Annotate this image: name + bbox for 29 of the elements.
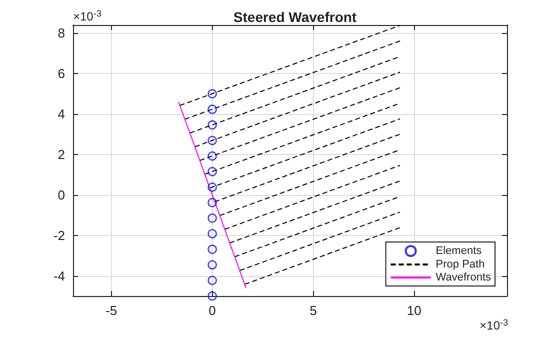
y-tick-label: 0 <box>58 187 65 202</box>
point <box>208 89 217 98</box>
y-tick-label: -2 <box>53 228 65 243</box>
y-tick-label: 6 <box>58 66 65 82</box>
point <box>208 182 217 192</box>
point <box>208 120 217 130</box>
chart-title: Steered Wavefront <box>233 9 357 25</box>
point <box>208 291 217 301</box>
point <box>208 167 217 176</box>
point <box>208 244 217 254</box>
point <box>208 198 217 208</box>
y-tick-label: -4 <box>53 268 65 284</box>
point <box>208 104 217 114</box>
legend-label: Elements <box>436 245 482 257</box>
point <box>208 260 217 270</box>
y-tick-label: 2 <box>58 146 65 162</box>
point <box>208 229 217 238</box>
x-tick-label: 5 <box>310 303 317 318</box>
legend-label: Prop Path <box>436 258 485 270</box>
x-tick-label: -5 <box>106 303 118 318</box>
x-tick-label: 10 <box>406 303 422 318</box>
point <box>208 214 217 223</box>
point <box>208 276 217 286</box>
point <box>208 136 217 146</box>
legend-label: Wavefronts <box>436 272 492 284</box>
x-tick-label: 0 <box>208 303 216 318</box>
point <box>208 151 217 161</box>
y-tick-label: 8 <box>58 26 65 41</box>
y-tick-label: 4 <box>58 106 65 122</box>
